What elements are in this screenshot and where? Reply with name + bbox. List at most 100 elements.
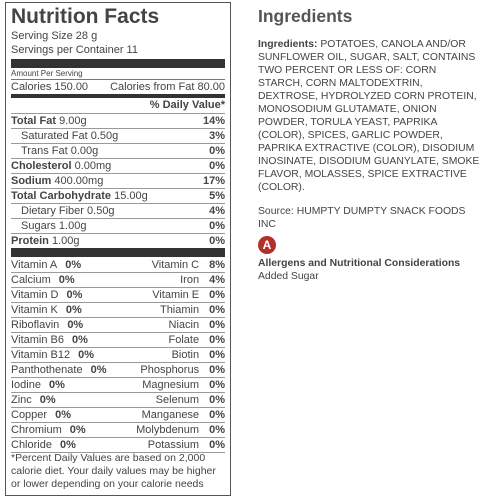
nutrient-row: Dietary Fiber 0.50g 4% <box>11 203 225 218</box>
vitamin-cell: Magnesium 0% <box>118 378 225 393</box>
allergens-title: Allergens and Nutritional Considerations <box>258 258 461 269</box>
allergen-item: Added Sugar <box>258 271 319 282</box>
vitamin-cell: Molybdenum 0% <box>118 423 225 438</box>
nutrient-name: Dietary Fiber 0.50g <box>11 205 115 217</box>
vitamin-percent: 0% <box>209 349 225 361</box>
vitamin-cell: Vitamin A 0% <box>11 258 118 273</box>
vitamin-cell: Vitamin C 8% <box>118 258 225 273</box>
vitamin-name: Vitamin B12 <box>11 349 71 361</box>
nutrient-row: Total Carbohydrate 15.00g 5% <box>11 188 225 203</box>
nutrient-amount: 400.00mg <box>51 175 104 187</box>
allergen-a-icon: A <box>258 236 276 254</box>
vitamin-name: Calcium <box>11 274 51 286</box>
ingredients-label: Ingredients: <box>258 39 318 50</box>
nutrient-name: Sugars 1.00g <box>11 220 86 232</box>
ingredients-list: POTATOES, CANOLA AND/OR SUNFLOWER OIL, S… <box>258 39 480 193</box>
nutrient-daily-percent: 0% <box>209 220 225 232</box>
vitamin-percent: 0% <box>55 409 71 421</box>
vitamin-cell: Zinc 0% <box>11 393 118 408</box>
vitamin-percent: 4% <box>209 274 225 286</box>
nutrient-amount: 0.50g <box>83 205 115 217</box>
nutrient-label: Dietary Fiber <box>21 205 84 217</box>
vitamin-name: Zinc <box>11 394 32 406</box>
vitamin-percent: 0% <box>69 424 86 436</box>
nutrient-daily-percent: 0% <box>209 145 225 157</box>
vitamin-cell: Riboflavin 0% <box>11 318 118 333</box>
vitamin-cell: Calcium 0% <box>11 273 118 288</box>
ingredients-text: Ingredients: POTATOES, CANOLA AND/OR SUN… <box>258 38 483 194</box>
vitamin-name: Panthothenate <box>11 364 83 376</box>
vitamin-percent: 0% <box>209 289 225 301</box>
vitamin-percent: 0% <box>59 439 76 451</box>
serving-size: Serving Size 28 g <box>11 30 98 42</box>
nutrient-label: Cholesterol <box>11 160 72 172</box>
nutrient-row: Saturated Fat 0.50g 3% <box>11 128 225 143</box>
vitamin-cell: Manganese 0% <box>118 408 225 423</box>
nutrient-daily-percent: 14% <box>202 115 225 127</box>
ingredients-title: Ingredients <box>258 6 353 26</box>
nutrient-amount: 1.00g <box>55 220 87 232</box>
vitamin-cell: Iodine 0% <box>11 378 118 393</box>
nutrient-amount: 0.50g <box>87 130 119 142</box>
vitamin-cell: Folate 0% <box>118 333 225 348</box>
vitamin-percent: 0% <box>78 349 95 361</box>
vitamin-cell: Iron 4% <box>118 273 225 288</box>
vitamin-cell: Vitamin B12 0% <box>11 348 118 363</box>
nutrient-daily-percent: 5% <box>209 190 225 202</box>
amount-per-serving-label: Amount Per Serving <box>11 69 83 78</box>
vitamin-percent: 0% <box>209 319 225 331</box>
vitamin-cell: Potassium 0% <box>118 438 225 453</box>
nutrition-facts-panel: Nutrition Facts Serving Size 28 g Servin… <box>5 2 231 496</box>
heavy-divider <box>11 59 225 68</box>
nutrient-label: Sodium <box>11 175 52 187</box>
vitamin-name: Vitamin A <box>11 259 58 271</box>
thin-divider <box>11 79 225 80</box>
nutrient-label: Sugars <box>21 220 56 232</box>
vitamin-percent: 0% <box>209 409 225 421</box>
vitamin-percent: 0% <box>39 394 56 406</box>
nutrition-facts-title: Nutrition Facts <box>11 5 160 28</box>
calories-value: Calories 150.00 <box>11 81 89 93</box>
nutrient-row: Cholesterol 0.00mg 0% <box>11 158 225 173</box>
nutrient-name: Saturated Fat 0.50g <box>11 130 118 142</box>
nutrient-row: Protein 1.00g 0% <box>11 233 225 248</box>
nutrient-row: Sugars 1.00g 0% <box>11 218 225 233</box>
nutrient-daily-percent: 17% <box>202 175 225 187</box>
vitamin-name: Chloride <box>11 439 52 451</box>
nutrient-label: Trans Fat <box>21 145 68 157</box>
vitamin-name: Niacin <box>168 319 200 331</box>
nutrient-label: Total Carbohydrate <box>11 190 112 202</box>
vitamin-name: Copper <box>11 409 48 421</box>
calories-from-fat: Calories from Fat 80.00 <box>110 81 225 93</box>
vitamin-percent: 0% <box>72 334 88 346</box>
calories-row: Calories 150.00 Calories from Fat 80.00 <box>11 80 225 94</box>
nutrient-amount: 0.00g <box>67 145 99 157</box>
vitamin-percent: 0% <box>90 364 107 376</box>
vitamin-name: Iron <box>180 274 200 286</box>
vitamin-name: Biotin <box>171 349 200 361</box>
vitamin-name: Chromium <box>11 424 62 436</box>
vitamin-percent: 0% <box>67 319 84 331</box>
vitamin-cell: Phosphorus 0% <box>118 363 225 378</box>
nutrient-name: Trans Fat 0.00g <box>11 145 98 157</box>
nutrient-row: Trans Fat 0.00g 0% <box>11 143 225 158</box>
vitamin-percent: 0% <box>65 259 82 271</box>
vitamin-name: Vitamin B6 <box>11 334 64 346</box>
nutrient-label: Protein <box>11 235 49 247</box>
vitamin-cell: Vitamin E 0% <box>118 288 225 303</box>
vitamin-name: Riboflavin <box>11 319 60 331</box>
heavy-divider <box>11 248 225 257</box>
vitamin-cell: Vitamin D 0% <box>11 288 118 303</box>
nutrient-name: Total Fat 9.00g <box>11 115 87 127</box>
vitamin-name: Selenum <box>155 394 200 406</box>
vitamin-cell: Niacin 0% <box>118 318 225 333</box>
vitamin-name: Molybdenum <box>136 424 200 436</box>
vitamin-percent: 0% <box>58 274 75 286</box>
vitamin-percent: 0% <box>65 304 82 316</box>
vitamin-cell: Selenum 0% <box>118 393 225 408</box>
nutrient-row: Sodium 400.00mg 17% <box>11 173 225 188</box>
vitamin-cell: Chromium 0% <box>11 423 118 438</box>
nutrient-daily-percent: 0% <box>209 235 225 247</box>
vitamin-cell: Panthothenate 0% <box>11 363 118 378</box>
ingredients-panel: Ingredients Ingredients: POTATOES, CANOL… <box>258 2 483 283</box>
